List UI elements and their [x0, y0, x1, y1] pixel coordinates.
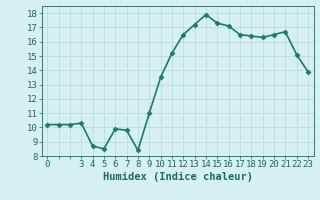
X-axis label: Humidex (Indice chaleur): Humidex (Indice chaleur): [103, 172, 252, 182]
